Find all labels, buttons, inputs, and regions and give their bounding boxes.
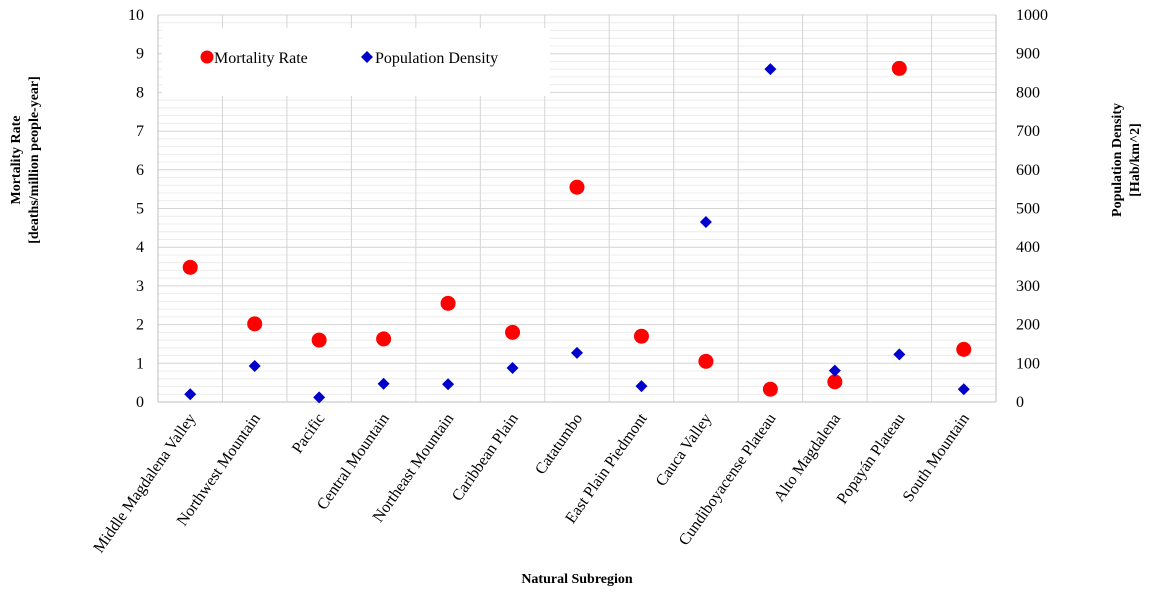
right-y-tick-label: 0 — [1016, 394, 1024, 411]
left-y-tick-label: 8 — [136, 84, 144, 101]
population-density-point — [184, 388, 196, 400]
population-density-point — [571, 347, 583, 359]
legend-mortality-marker — [201, 51, 214, 64]
left-y-tick-label: 1 — [136, 355, 144, 372]
left-y-tick-label: 2 — [136, 317, 144, 334]
legend-mortality-label: Mortality Rate — [214, 50, 308, 67]
left-y-tick-label: 10 — [128, 7, 144, 24]
population-density-point — [635, 380, 647, 392]
right-y-tick-label: 900 — [1016, 46, 1040, 63]
right-y-axis-title-line2: [Hab/km^2] — [1128, 123, 1143, 196]
mortality-rate-point — [698, 354, 713, 369]
left-y-tick-label: 7 — [136, 123, 144, 140]
mortality-rate-point — [183, 260, 198, 275]
x-tick-label: Central Mountain — [314, 411, 393, 514]
population-density-point — [958, 383, 970, 395]
left-y-tick-labels: 0 1 2 3 4 5 6 7 8 9 10 — [128, 7, 144, 411]
population-density-point — [249, 360, 261, 372]
x-tick-label: Catatumbo — [532, 411, 586, 478]
x-tick-label: Middle Magdalena Valley — [90, 411, 199, 557]
mortality-rate-point — [892, 61, 907, 76]
mortality-rate-point — [956, 342, 971, 357]
right-y-tick-label: 100 — [1016, 355, 1040, 372]
right-y-tick-label: 200 — [1016, 317, 1040, 334]
x-tick-label: Caribbean Plain — [449, 411, 522, 505]
mortality-rate-point — [441, 296, 456, 311]
right-y-tick-label: 500 — [1016, 201, 1040, 218]
x-tick-label: Alto Magdalena — [771, 411, 844, 506]
left-y-tick-label: 4 — [136, 239, 144, 256]
population-density-point — [700, 216, 712, 228]
left-y-tick-label: 6 — [136, 162, 144, 179]
right-y-tick-label: 300 — [1016, 278, 1040, 295]
x-tick-label: Cauca Valley — [653, 411, 715, 490]
population-density-point — [378, 378, 390, 390]
left-y-tick-label: 5 — [136, 201, 144, 218]
population-density-point — [764, 63, 776, 75]
right-y-tick-label: 800 — [1016, 84, 1040, 101]
legend: Mortality Rate Population Density — [162, 28, 550, 96]
left-y-axis-title-line1: Mortality Rate — [9, 115, 24, 204]
x-axis-title: Natural Subregion — [521, 572, 633, 587]
x-tick-label: Pacific — [289, 411, 328, 457]
population-density-point — [442, 378, 454, 390]
right-y-tick-labels: 0 100 200 300 400 500 600 700 800 900 1000 — [1016, 7, 1048, 411]
legend-density-label: Population Density — [375, 50, 498, 67]
mortality-rate-point — [247, 316, 262, 331]
mortality-rate-point — [376, 331, 391, 346]
left-y-axis-title-line2: [deaths/million people-year] — [27, 76, 42, 244]
left-y-tick-label: 9 — [136, 46, 144, 63]
right-y-tick-label: 600 — [1016, 162, 1040, 179]
x-tick-label: Popayán Plateau — [834, 411, 909, 508]
population-density-point — [893, 348, 905, 360]
right-y-tick-label: 400 — [1016, 239, 1040, 256]
right-y-tick-label: 700 — [1016, 123, 1040, 140]
right-y-tick-label: 1000 — [1016, 7, 1048, 24]
left-y-tick-label: 3 — [136, 278, 144, 295]
mortality-rate-point — [505, 325, 520, 340]
mortality-rate-point — [763, 382, 778, 397]
mortality-rate-point — [570, 180, 585, 195]
right-y-axis-title-line1: Population Density — [1110, 103, 1125, 217]
population-density-point — [829, 365, 841, 377]
mortality-rate-point — [634, 329, 649, 344]
mortality-rate-point — [312, 333, 327, 348]
left-y-tick-label: 0 — [136, 394, 144, 411]
x-tick-label: South Mountain — [900, 411, 973, 506]
